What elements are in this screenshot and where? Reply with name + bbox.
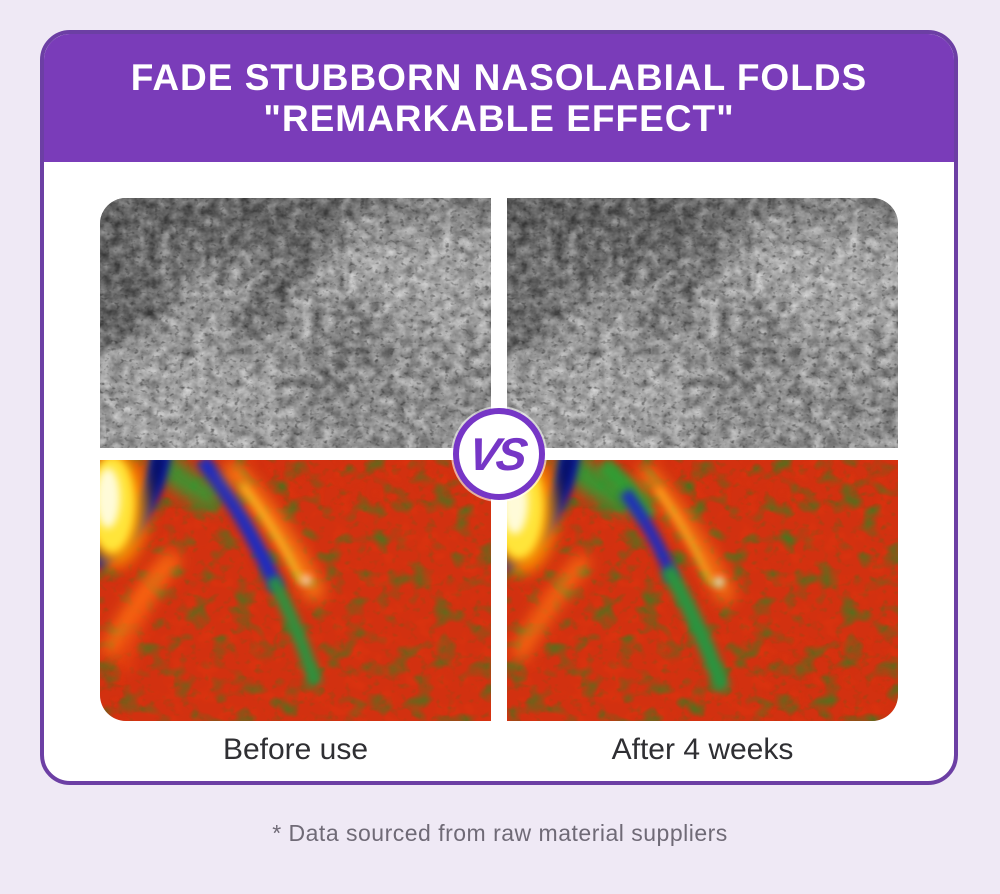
after-thermal-scan bbox=[507, 460, 898, 721]
after-label: After 4 weeks bbox=[611, 733, 794, 766]
before-thermal-scan-image bbox=[100, 460, 491, 721]
before-skin-photo-image bbox=[100, 198, 491, 448]
after-skin-photo-image bbox=[507, 198, 898, 448]
vs-badge: VS bbox=[453, 408, 545, 500]
data-source-footnote: * Data sourced from raw material supplie… bbox=[272, 820, 728, 846]
before-label: Before use bbox=[222, 733, 369, 766]
comparison-card: FADE STUBBORN NASOLABIAL FOLDS "REMARKAB… bbox=[40, 30, 958, 785]
header-banner: FADE STUBBORN NASOLABIAL FOLDS "REMARKAB… bbox=[44, 34, 954, 162]
comparison-grid: VS bbox=[100, 198, 898, 721]
header-title-line1: FADE STUBBORN NASOLABIAL FOLDS bbox=[130, 56, 868, 98]
header-title-line2: "REMARKABLE EFFECT" bbox=[263, 98, 735, 139]
labels-row: Before use After 4 weeks bbox=[100, 733, 898, 767]
vs-label: VS bbox=[465, 428, 529, 480]
before-skin-photo bbox=[100, 198, 491, 448]
after-thermal-scan-image bbox=[507, 460, 898, 721]
after-skin-photo bbox=[507, 198, 898, 448]
before-thermal-scan bbox=[100, 460, 491, 721]
